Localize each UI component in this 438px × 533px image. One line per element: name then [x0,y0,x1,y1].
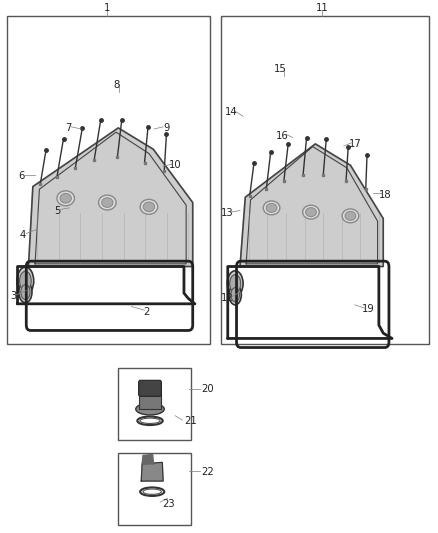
Ellipse shape [17,267,34,295]
Text: 21: 21 [184,416,197,426]
Polygon shape [240,144,383,266]
Ellipse shape [229,285,241,305]
Ellipse shape [263,201,280,215]
Ellipse shape [230,274,241,293]
Ellipse shape [342,209,359,223]
Bar [7,16,210,344]
Text: 18: 18 [379,190,392,199]
Text: 14: 14 [225,107,237,117]
Ellipse shape [136,403,164,415]
Ellipse shape [57,191,74,206]
Ellipse shape [19,281,32,303]
Text: 20: 20 [201,384,214,394]
Text: 12: 12 [220,294,233,303]
Ellipse shape [303,205,319,219]
Ellipse shape [306,208,316,216]
Ellipse shape [20,271,31,290]
Text: 17: 17 [348,139,361,149]
Text: 7: 7 [65,123,71,133]
Text: 6: 6 [18,171,24,181]
Text: 1: 1 [104,3,110,13]
Bar [118,368,191,440]
Ellipse shape [231,288,240,302]
Text: 5: 5 [54,206,60,215]
Bar [118,453,191,525]
Text: 10: 10 [169,160,181,170]
Text: 15: 15 [274,64,287,74]
Text: 8: 8 [113,80,119,90]
Ellipse shape [227,271,243,296]
Polygon shape [141,462,163,481]
Ellipse shape [99,195,116,210]
Ellipse shape [21,285,30,300]
Text: 23: 23 [162,499,175,508]
FancyBboxPatch shape [138,381,161,397]
Polygon shape [142,454,153,464]
Text: 9: 9 [163,123,170,133]
Text: 3: 3 [10,291,16,301]
Text: 11: 11 [315,3,328,13]
Text: 16: 16 [276,131,289,141]
Ellipse shape [60,193,71,203]
Text: 4: 4 [20,230,26,239]
Ellipse shape [143,202,155,212]
Text: 19: 19 [361,304,374,314]
Text: 13: 13 [221,208,233,218]
Text: 22: 22 [201,467,214,477]
Ellipse shape [102,198,113,207]
Ellipse shape [140,199,158,214]
Ellipse shape [266,204,277,212]
Ellipse shape [345,212,356,220]
Bar [221,16,429,344]
Bar [139,394,161,409]
Text: 2: 2 [144,307,150,317]
Polygon shape [28,128,193,266]
